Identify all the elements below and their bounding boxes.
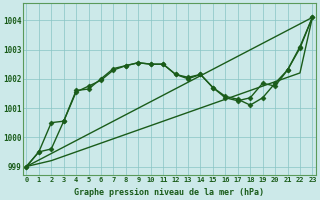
X-axis label: Graphe pression niveau de la mer (hPa): Graphe pression niveau de la mer (hPa) <box>74 188 264 197</box>
